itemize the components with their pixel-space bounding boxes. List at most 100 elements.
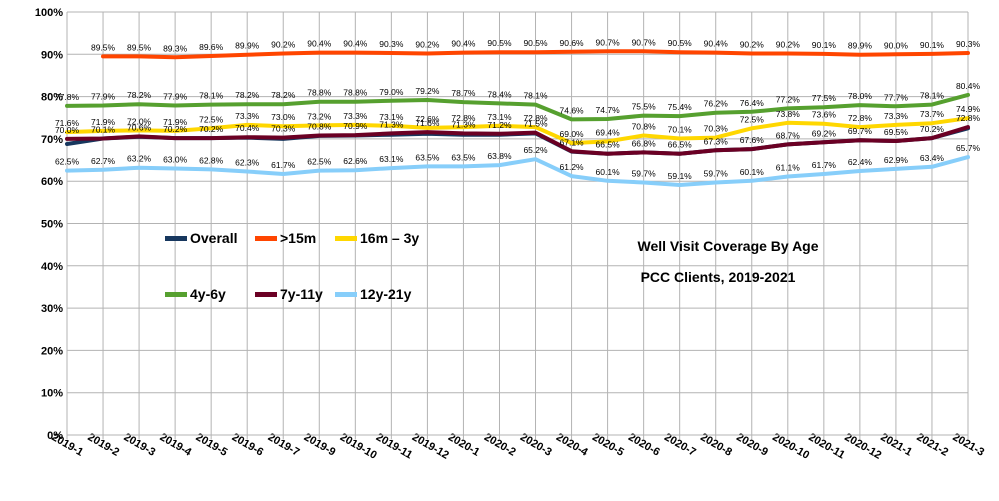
y-tick-label: 100% [35,7,63,19]
legend-label: Overall [190,230,237,246]
data-label: 59.1% [668,171,693,181]
data-label: 74.9% [956,104,981,114]
data-label: 89.9% [848,41,873,51]
data-label: 78.7% [451,88,476,98]
data-label: 70.9% [343,121,368,131]
grid-lines [66,11,969,439]
data-label: 61.1% [776,163,801,173]
legend-swatch [165,236,187,241]
data-label: 71.9% [163,117,188,127]
data-label: 90.6% [560,38,585,48]
data-label: 78.2% [235,90,260,100]
data-label: 89.5% [127,42,152,52]
data-label: 67.3% [704,136,729,146]
legend: Overall >15m 16m – 3y 4y-6y 7y-11y 12y-21y [165,230,419,302]
data-label: 78.1% [523,91,548,101]
data-label: 90.4% [343,39,368,49]
data-label: 90.5% [523,38,548,48]
data-label: 78.4% [487,89,512,99]
x-tick-label: 2020-10 [770,431,811,462]
y-axis: 0% 10% 20% 30% 40% 50% 60% 70% 80% 90% 100% [35,7,68,442]
data-label: 62.5% [307,157,332,167]
data-label: 90.7% [632,37,657,47]
y-tick-label: 0% [47,430,63,442]
data-label: 71.6% [55,118,80,128]
data-label: 77.7% [884,92,909,102]
x-tick-label: 2019-12 [410,431,451,462]
data-label: 71.9% [91,117,116,127]
data-label: 62.6% [343,156,368,166]
data-label: 73.0% [271,112,296,122]
data-label: 62.8% [199,155,224,165]
data-label: 78.8% [343,88,368,98]
data-label: 72.8% [523,113,548,123]
data-label: 63.0% [163,155,188,165]
data-label: 73.3% [343,111,368,121]
data-label: 73.3% [235,111,260,121]
data-label: 78.1% [199,91,224,101]
x-tick-label: 2019-10 [338,431,379,462]
series-line-7y-11y [65,125,970,156]
data-label: 72.5% [199,114,224,124]
y-tick-label: 10% [41,388,63,400]
y-tick-label: 50% [41,219,63,231]
data-label: 62.5% [55,157,80,167]
series-lines [65,49,970,187]
data-label: 69.7% [848,126,873,136]
data-label: 90.5% [487,38,512,48]
data-label: 60.1% [740,167,765,177]
data-label: 61.7% [812,160,837,170]
data-label: 73.3% [884,111,909,121]
data-label: 73.1% [379,112,404,122]
data-label: 90.0% [884,40,909,50]
x-axis: 2019-1 2019-2 2019-3 2019-4 2019-5 2019-6 2019… [50,431,987,462]
data-label: 63.1% [379,154,404,164]
data-label: 90.3% [956,39,981,49]
data-label: 65.7% [956,143,981,153]
x-tick-label: 2019-11 [374,431,414,461]
legend-label: 16m – 3y [360,230,419,246]
y-tick-label: 40% [41,261,63,273]
data-label: 70.3% [704,124,729,134]
y-tick-label: 90% [41,49,63,61]
data-label: 90.4% [307,39,332,49]
data-label: 71.5% [523,119,548,129]
data-label: 75.4% [668,102,693,112]
data-label: 63.4% [920,153,945,163]
data-label: 59.7% [632,168,657,178]
data-label: 90.1% [812,40,837,50]
chart-subtitle: PCC Clients, 2019-2021 [641,269,796,285]
data-label: 75.5% [632,102,657,112]
data-label: 74.7% [596,105,621,115]
data-label: 70.4% [235,123,260,133]
data-label: 73.2% [307,111,332,121]
data-labels: 67.1% 66.5% 66.8% 66.5% 67.3% 67.6% 89.5% 89.5%… [55,37,981,181]
series-line-16m-3y [65,116,970,146]
data-label: 68.7% [776,130,801,140]
data-label: 70.3% [271,124,296,134]
legend-label: 12y-21y [360,286,412,302]
data-label: 77.2% [776,94,801,104]
data-label: 70.2% [199,124,224,134]
data-label: 62.9% [884,155,909,165]
data-label: 78.2% [271,90,296,100]
data-label: 70.2% [163,124,188,134]
data-label: 90.5% [668,38,693,48]
legend-swatch [255,292,277,297]
data-label: 79.0% [379,87,404,97]
x-tick-label: 2020-12 [842,431,883,462]
series-line-4y-6y [65,92,970,122]
legend-swatch [165,292,187,297]
data-label: 89.6% [199,42,224,52]
series-line-12y-21y [65,155,970,187]
data-label: 67.1% [560,138,585,148]
data-label: 89.3% [163,43,188,53]
data-label: 72.8% [956,113,981,123]
data-label: 90.7% [596,37,621,47]
data-label: 70.8% [632,122,657,132]
legend-swatch [255,236,277,241]
data-label: 78.0% [848,91,873,101]
data-label: 71.3% [379,119,404,129]
data-label: 89.9% [235,41,260,51]
